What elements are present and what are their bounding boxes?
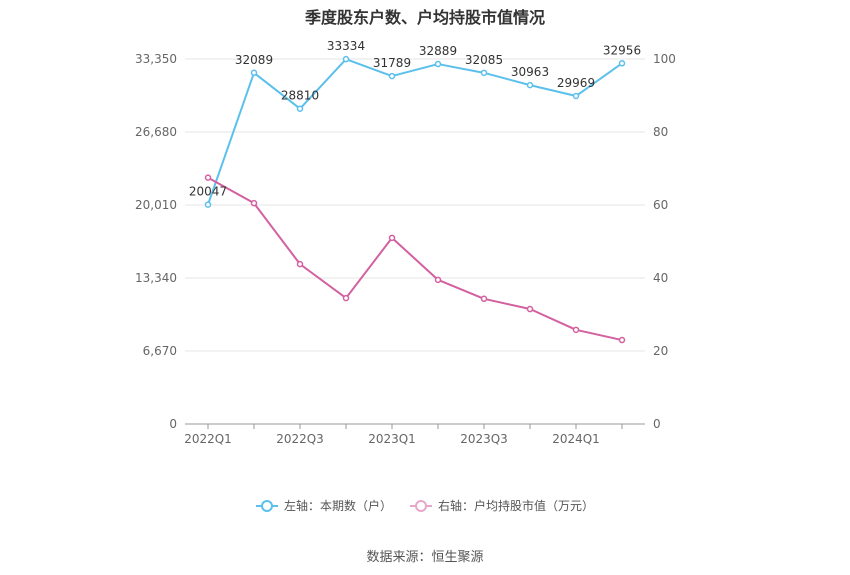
right-series-point [342,294,350,302]
left-axis-tick-label: 13,340 [135,271,177,285]
data-label: 32889 [419,44,457,58]
right-series-point [480,295,488,303]
legend-right-line-icon [410,499,432,512]
data-label: 29969 [557,76,595,90]
left-series-line [207,58,623,205]
left-series-point [250,69,258,77]
right-series-point [526,305,534,313]
right-series-point [296,260,304,268]
right-axis-tick-label: 80 [653,125,668,139]
left-axis-tick-label: 20,010 [135,198,177,212]
data-label: 32089 [235,53,273,67]
right-series-point [572,326,580,334]
data-label: 28810 [281,89,319,103]
grid-lines [185,58,645,352]
right-axis-tick-label: 60 [653,198,668,212]
data-label: 32085 [465,53,503,67]
legend-right-label: 右轴：户均持股市值（万元） [438,499,595,513]
left-series-point [526,81,534,89]
left-axis-tick-label: 33,350 [135,52,177,66]
right-series-point [388,234,396,242]
data-label: 33334 [327,39,365,53]
legend-left-label: 左轴：本期数（户） [283,499,392,513]
right-axis-tick-label: 100 [653,52,676,66]
right-axis-tick-label: 20 [653,344,668,358]
x-axis-tick-label: 2023Q1 [368,432,416,446]
data-label: 20047 [189,185,227,199]
x-axis-tick-label: 2024Q1 [552,432,600,446]
right-series-point [250,199,258,207]
x-axis-tick-label: 2022Q3 [276,432,324,446]
left-axis-tick-label: 26,680 [135,125,177,139]
series [204,55,626,344]
left-series-point [434,60,442,68]
left-series-point [342,55,350,63]
left-axis-tick-label: 6,670 [143,344,177,358]
right-series-point [618,336,626,344]
right-series-line [207,176,623,342]
axes: 0 0 6,670 20 13,340 40 20,010 60 26,680 80 33,350 1… [135,52,676,446]
left-series-point [296,105,304,112]
chart-title: 季度股东户数、户均持股市值情况 [304,8,545,27]
left-series-point [618,60,626,67]
right-series-point [204,174,212,181]
legend-left-line-icon [255,499,278,512]
left-axis-tick-label: 0 [169,417,177,431]
data-label: 31789 [373,56,411,70]
legend-item-left-series[interactable]: 左轴：本期数（户） [255,497,392,514]
data-labels: 20047 32089 28810 33334 31789 32889 32085 30963… [189,39,641,198]
right-axis-tick-label: 0 [653,417,661,431]
legend-item-right-series[interactable]: 右轴：户均持股市值（万元） [410,497,594,514]
legend: 左轴：本期数（户） 右轴：户均持股市值（万元） [0,497,850,514]
left-series-point [388,72,396,80]
right-series-point [434,276,442,284]
left-series-point [480,69,488,77]
left-series-point [572,92,580,100]
x-axis-tick-label: 2022Q1 [184,432,232,446]
data-label: 32956 [603,43,641,57]
right-axis-tick-label: 40 [653,271,668,285]
left-series-point [204,201,212,208]
data-label: 30963 [511,65,549,79]
data-source: 数据来源：恒生聚源 [366,550,484,565]
x-axis-tick-label: 2023Q3 [460,432,508,446]
